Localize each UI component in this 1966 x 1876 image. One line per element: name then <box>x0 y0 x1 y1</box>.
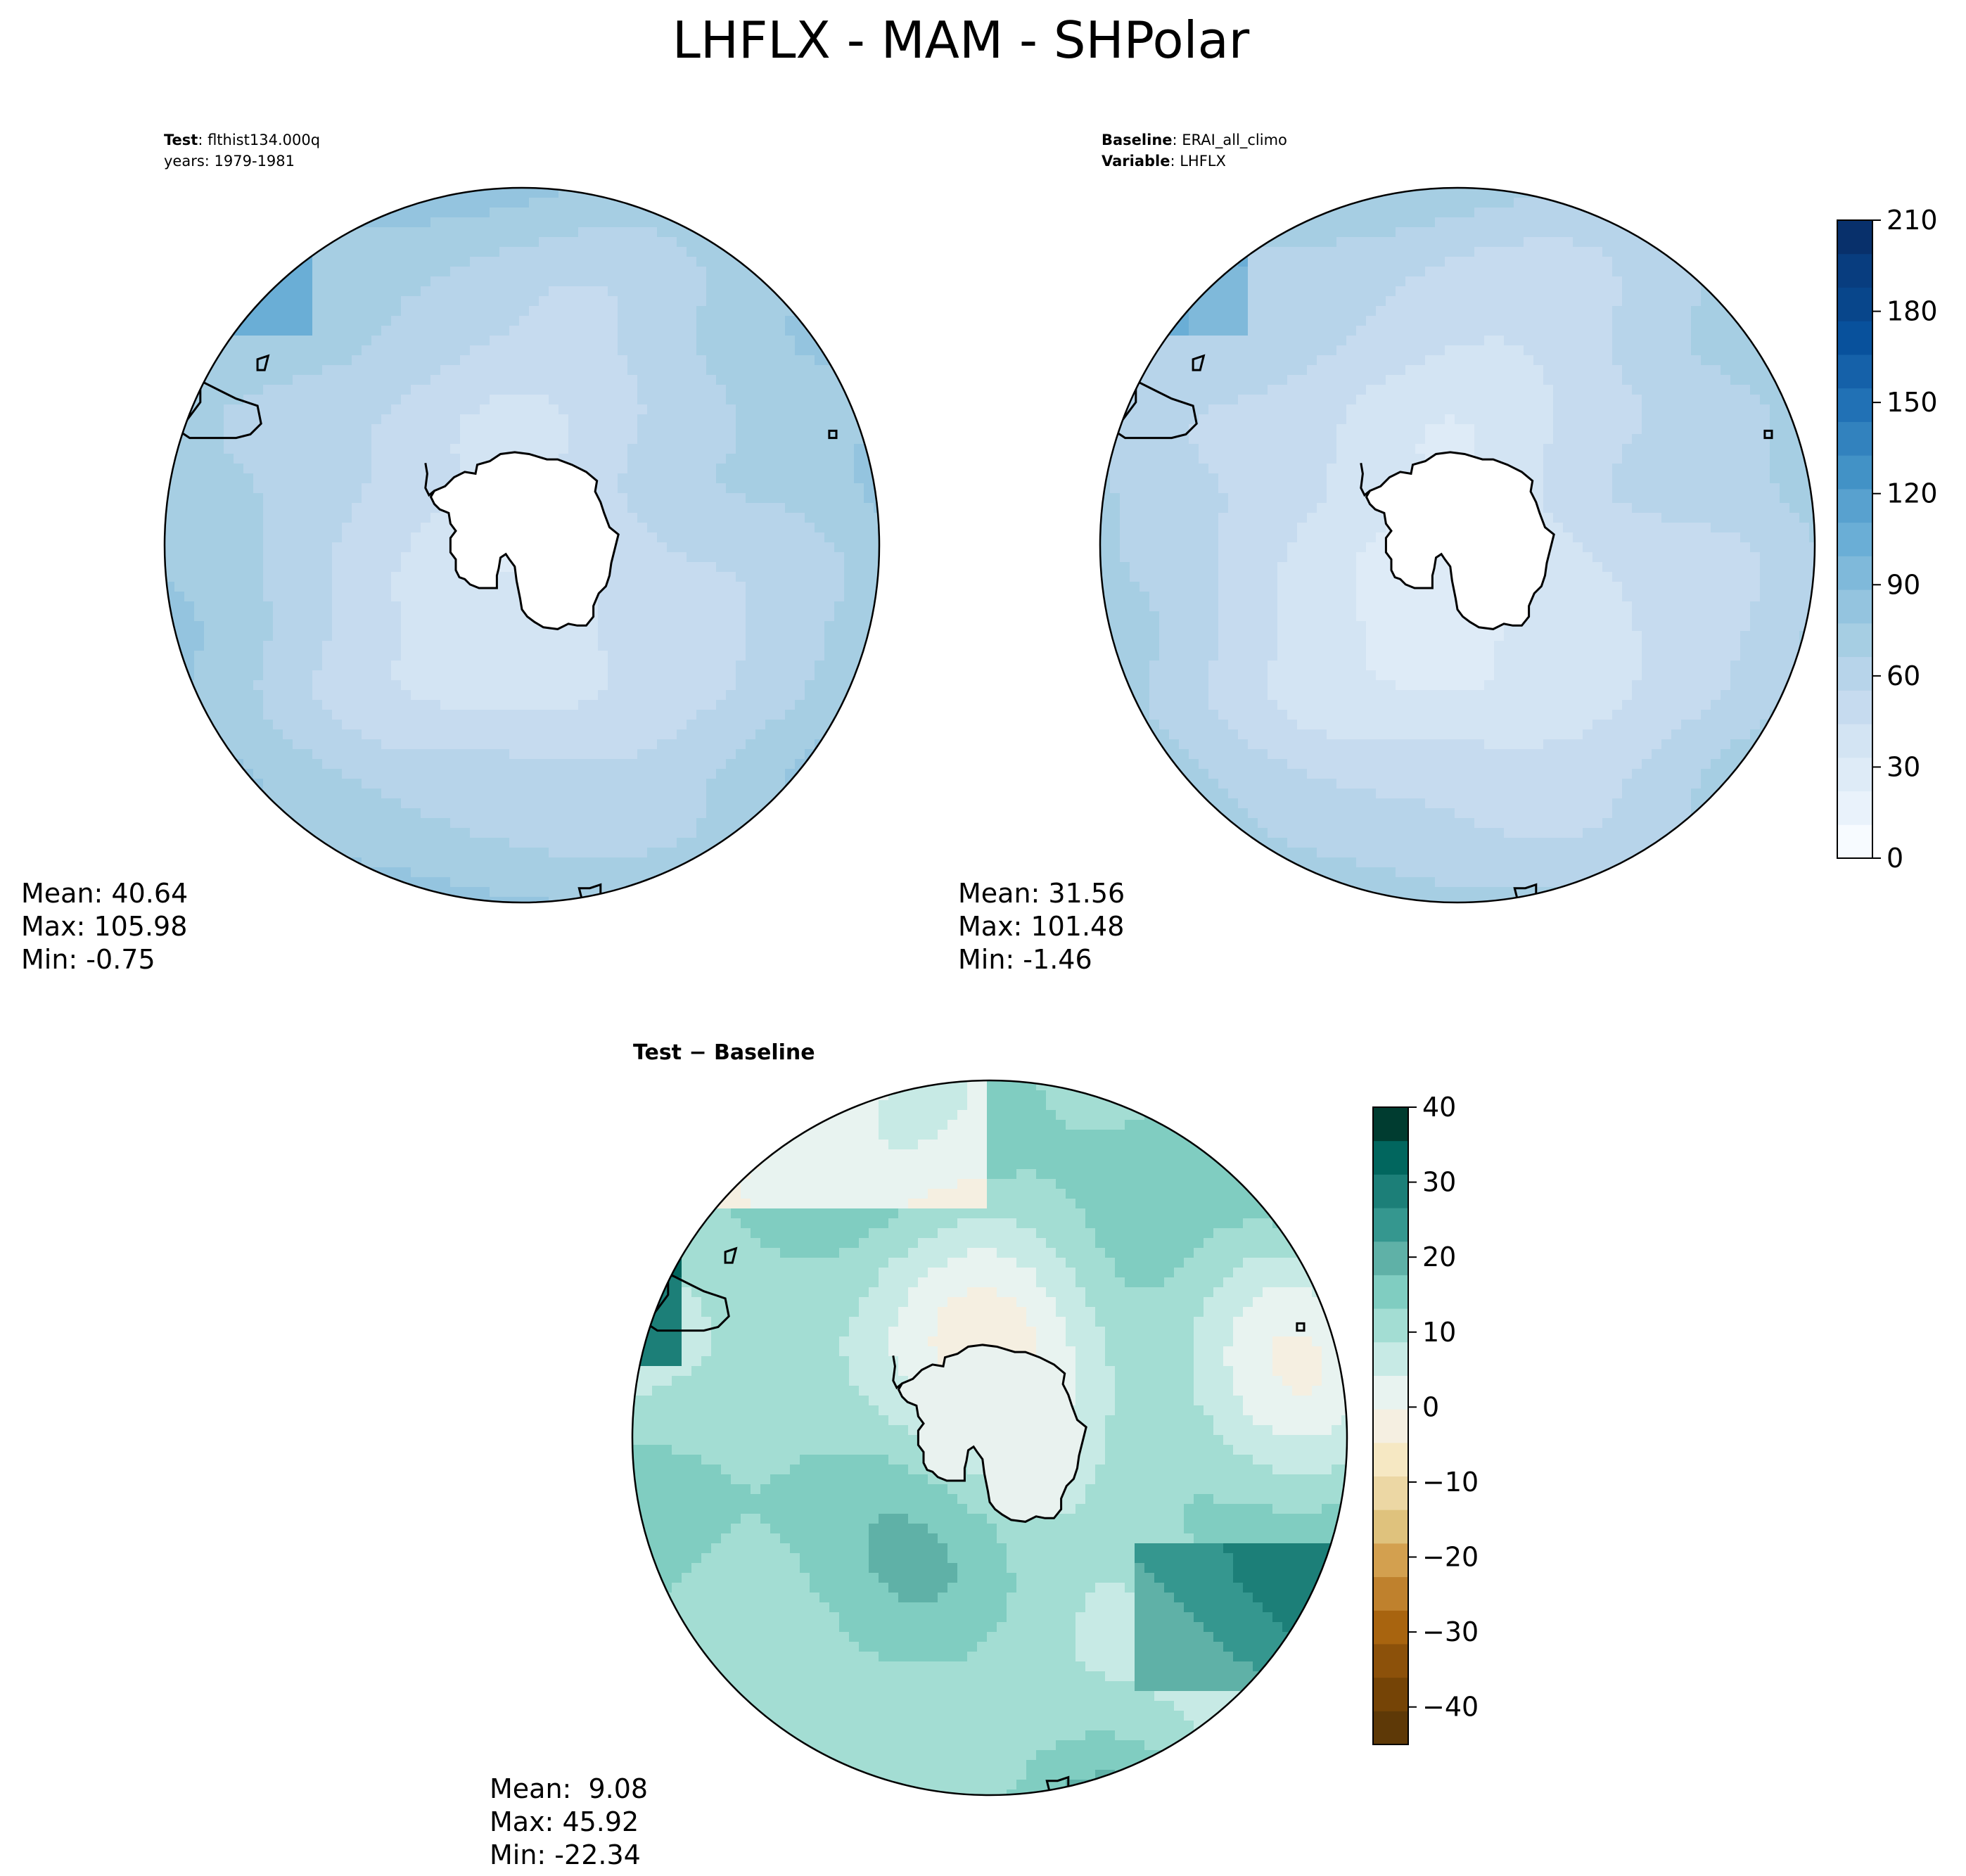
diff-map-border <box>631 1079 1348 1797</box>
baseline-header-line-2: Variable: LHFLX <box>1102 153 1226 170</box>
main-colorbar-tick-label: 30 <box>1887 751 1920 782</box>
diff-colorbar-swatch <box>1373 1476 1408 1510</box>
main-colorbar-swatch <box>1837 791 1872 825</box>
main-colorbar-swatch <box>1837 556 1872 590</box>
diff-colorbar-swatch <box>1373 1375 1408 1410</box>
main-colorbar-swatch <box>1837 589 1872 624</box>
diff-colorbar-tick-label: −30 <box>1422 1616 1479 1647</box>
diff-colorbar-swatch <box>1373 1140 1408 1175</box>
diff-colorbar-swatch <box>1373 1677 1408 1711</box>
diff-colorbar-swatch <box>1373 1711 1408 1745</box>
diff-colorbar-swatch <box>1373 1610 1408 1645</box>
main-colorbar-swatch <box>1837 321 1872 355</box>
main-colorbar-swatch <box>1837 287 1872 321</box>
figure-title: LHFLX - MAM - SHPolar <box>672 11 1250 70</box>
diff-map <box>632 1080 1347 1795</box>
diff-colorbar: −40 −30 −20 −10 0 10 20 30 40 <box>1372 1092 1479 1745</box>
main-colorbar-swatch <box>1837 421 1872 456</box>
main-colorbar-tick-label: 210 <box>1887 205 1938 236</box>
baseline-map <box>1100 188 1815 902</box>
main-colorbar-swatch <box>1837 690 1872 725</box>
diff-colorbar-tick-label: −10 <box>1422 1467 1479 1498</box>
test-panel: Test: flthist134.000q years: 1979-1981 M… <box>21 132 881 975</box>
main-colorbar-swatch <box>1837 354 1872 389</box>
baseline-map-border <box>1099 186 1816 904</box>
diff-colorbar-swatch <box>1373 1208 1408 1242</box>
main-colorbar-swatch <box>1837 757 1872 792</box>
baseline-panel: Baseline: ERAI_all_climo Variable: LHFLX… <box>958 132 1816 975</box>
diff-antarctica <box>645 1246 1306 1795</box>
baseline-min: Min: -1.46 <box>958 944 1092 975</box>
main-colorbar-swatch <box>1837 824 1872 859</box>
diff-colorbar-swatch <box>1373 1107 1408 1142</box>
main-colorbar-swatch <box>1837 488 1872 523</box>
test-map <box>165 188 879 902</box>
baseline-field <box>1100 188 1815 902</box>
main-colorbar-swatch <box>1837 623 1872 658</box>
test-min: Min: -0.75 <box>21 944 155 975</box>
diff-colorbar-tick-label: 40 <box>1422 1092 1456 1123</box>
main-colorbar-swatch <box>1837 253 1872 288</box>
test-header-line-2: years: 1979-1981 <box>164 153 295 170</box>
diff-colorbar-tick-label: −20 <box>1422 1542 1479 1573</box>
main-colorbar-tick-label: 60 <box>1887 661 1920 691</box>
diff-colorbar-frame <box>1372 1106 1409 1745</box>
diff-colorbar-swatch <box>1373 1275 1408 1309</box>
diff-colorbar-swatch <box>1373 1643 1408 1678</box>
main-colorbar-swatch <box>1837 455 1872 490</box>
diff-mean: Mean: 9.08 <box>490 1773 648 1804</box>
baseline-mean: Mean: 31.56 <box>958 878 1125 909</box>
main-colorbar-tick-label: 150 <box>1887 387 1938 418</box>
test-header-line-1: Test: flthist134.000q <box>164 132 320 148</box>
diff-colorbar-swatch <box>1373 1341 1408 1376</box>
baseline-max: Max: 101.48 <box>958 911 1124 942</box>
test-antarctica <box>177 354 838 902</box>
main-colorbar-tick-label: 180 <box>1887 296 1938 327</box>
diff-colorbar-swatch <box>1373 1510 1408 1544</box>
main-colorbar: 0 30 60 90 120 150 180 210 <box>1837 205 1938 874</box>
diff-header: Test − Baseline <box>633 1040 815 1065</box>
diff-panel: Test − Baseline Mean: 9.08 Max: 45.92 Mi… <box>490 1040 1348 1870</box>
diff-colorbar-tick-label: 10 <box>1422 1317 1456 1348</box>
baseline-antarctica <box>1113 354 1773 902</box>
test-max: Max: 105.98 <box>21 911 187 942</box>
diff-colorbar-tick-label: 20 <box>1422 1242 1456 1272</box>
test-map-border <box>163 186 881 904</box>
diff-colorbar-swatch <box>1373 1543 1408 1578</box>
diff-colorbar-swatch <box>1373 1308 1408 1343</box>
diff-max: Max: 45.92 <box>490 1806 639 1837</box>
main-colorbar-swatch <box>1837 220 1872 255</box>
main-colorbar-tick-label: 0 <box>1887 843 1903 874</box>
main-colorbar-tick-label: 120 <box>1887 478 1938 509</box>
diff-colorbar-swatch <box>1373 1409 1408 1443</box>
baseline-header-line-1: Baseline: ERAI_all_climo <box>1102 132 1287 149</box>
main-colorbar-tick-label: 90 <box>1887 569 1920 600</box>
diff-colorbar-swatch <box>1373 1241 1408 1275</box>
diff-colorbar-swatch <box>1373 1442 1408 1477</box>
main-colorbar-swatch <box>1837 656 1872 691</box>
test-field <box>165 188 879 902</box>
diff-colorbar-swatch <box>1373 1576 1408 1611</box>
diff-colorbar-swatch <box>1373 1174 1408 1208</box>
diff-colorbar-tick-label: 30 <box>1422 1167 1456 1198</box>
main-colorbar-swatch <box>1837 522 1872 556</box>
test-mean: Mean: 40.64 <box>21 878 188 909</box>
diff-min: Min: -22.34 <box>490 1839 641 1870</box>
main-colorbar-frame <box>1837 219 1873 859</box>
diff-colorbar-tick-label: −40 <box>1422 1692 1479 1723</box>
main-colorbar-swatch <box>1837 388 1872 422</box>
main-colorbar-swatch <box>1837 724 1872 758</box>
diff-colorbar-tick-label: 0 <box>1422 1391 1439 1422</box>
